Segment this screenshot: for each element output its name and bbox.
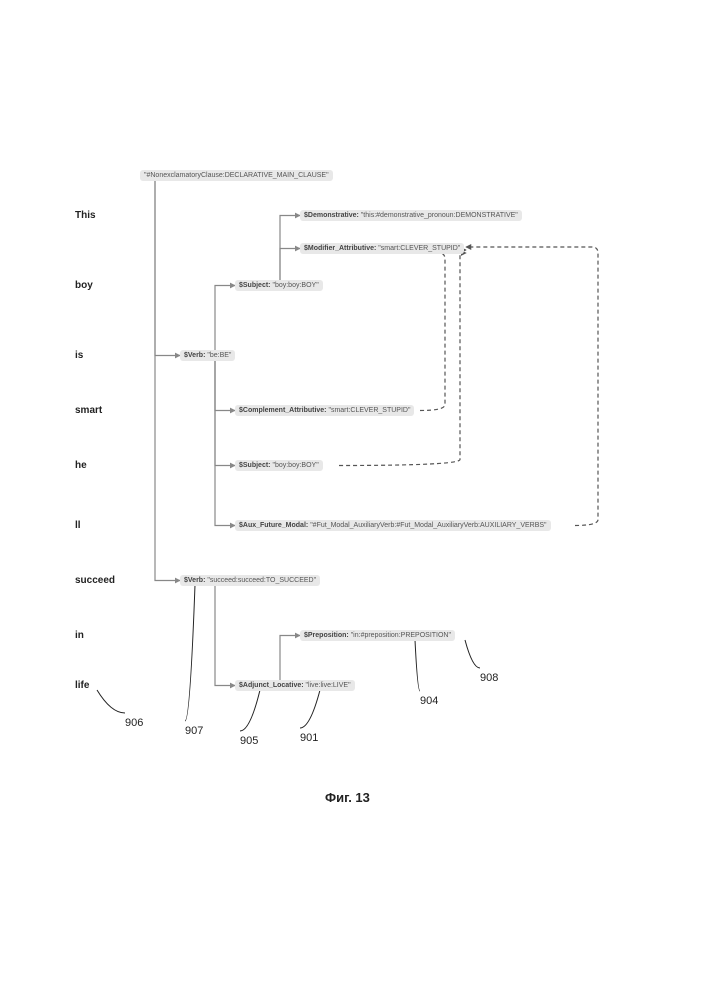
word-life: life [75,680,89,691]
callout-text: 907 [185,725,203,737]
callout-label-905: 905 [240,735,258,747]
edge-subj1-demon [280,216,300,286]
callout-label-906: 906 [125,717,143,729]
node-label: $Preposition: [304,632,349,639]
callout-label-908: 908 [480,672,498,684]
node-root: "#NonexclamatoryClause:DECLARATIVE_MAIN_… [140,170,333,181]
word-text: smart [75,405,102,416]
node-label: $Aux_Future_Modal: [239,522,308,529]
word-text: ll [75,520,81,531]
node-demon: $Demonstrative: "this:#demonstrative_pro… [300,210,522,221]
word-boy: boy [75,280,93,291]
node-subj1: $Subject: "boy:boy:BOY" [235,280,323,291]
node-verb2: $Verb: "succeed:succeed:TO_SUCCEED" [180,575,320,586]
node-label: $Subject: [239,282,271,289]
node-modattr: $Modifier_Attributive: "smart:CLEVER_STU… [300,243,464,254]
edge-verb2-adjloc [215,581,235,686]
word-this: This [75,210,96,221]
callout-leader-907 [185,585,195,721]
node-value: "succeed:succeed:TO_SUCCEED" [207,577,316,584]
node-label: $Subject: [239,462,271,469]
word-succeed: succeed [75,575,115,586]
word-smart: smart [75,405,102,416]
edge-root-verb1 [155,176,180,356]
node-value: "this:#demonstrative_pronoun:DEMONSTRATI… [361,212,518,219]
node-value: "smart:CLEVER_STUPID" [328,407,410,414]
node-prep: $Preposition: "in:#preposition:PREPOSITI… [300,630,455,641]
node-value: "boy:boy:BOY" [272,462,318,469]
node-auxfut: $Aux_Future_Modal: "#Fut_Modal_Auxiliary… [235,520,551,531]
node-value: "live:live:LIVE" [306,682,351,689]
node-value: "be:BE" [207,352,231,359]
word-text: he [75,460,87,471]
word-in: in [75,630,84,641]
edge-root-verb2 [155,176,180,581]
edge-verb1-subj1 [215,286,235,356]
callout-label-907: 907 [185,725,203,737]
node-adjloc: $Adjunct_Locative: "live:live:LIVE" [235,680,355,691]
node-value: "#NonexclamatoryClause:DECLARATIVE_MAIN_… [144,172,329,179]
edge-verb1-subj2 [215,356,235,466]
node-value: "boy:boy:BOY" [272,282,318,289]
node-label: $Complement_Attributive: [239,407,327,414]
word-ll: ll [75,520,81,531]
node-value: "in:#preposition:PREPOSITION" [351,632,451,639]
node-label: $Demonstrative: [304,212,359,219]
edge-adjloc-prep [280,636,300,686]
callout-text: 908 [480,672,498,684]
word-text: This [75,210,96,221]
word-text: boy [75,280,93,291]
word-is: is [75,350,83,361]
callout-leader-901 [300,690,320,728]
callout-text: 901 [300,732,318,744]
node-value: "#Fut_Modal_AuxiliaryVerb:#Fut_Modal_Aux… [310,522,546,529]
callout-leader-906 [97,690,125,713]
callout-leader-908 [465,640,480,668]
word-text: is [75,350,83,361]
word-text: in [75,630,84,641]
callout-label-901: 901 [300,732,318,744]
callout-label-904: 904 [420,695,438,707]
node-compattr: $Complement_Attributive: "smart:CLEVER_S… [235,405,414,416]
callout-leader-905 [240,690,260,731]
callout-text: 904 [420,695,438,707]
node-subj2: $Subject: "boy:boy:BOY" [235,460,323,471]
node-label: $Verb: [184,352,205,359]
callout-text: 906 [125,717,143,729]
dashed-edge-compattr-modattr [420,253,466,411]
figure-caption: Фиг. 13 [325,790,370,805]
node-verb1: $Verb: "be:BE" [180,350,235,361]
node-label: $Verb: [184,577,205,584]
callout-leader-904 [415,640,420,691]
dashed-edge-auxfut-modattr [466,247,598,526]
word-he: he [75,460,87,471]
word-text: succeed [75,575,115,586]
edge-verb1-compattr [215,356,235,411]
dashed-edge-subj2-modattr [339,250,466,466]
callout-text: 905 [240,735,258,747]
edge-verb1-auxfut [215,356,235,526]
svg-arrows [0,0,707,1000]
word-text: life [75,680,89,691]
node-value: "smart:CLEVER_STUPID" [378,245,460,252]
node-label: $Adjunct_Locative: [239,682,304,689]
node-label: $Modifier_Attributive: [304,245,376,252]
